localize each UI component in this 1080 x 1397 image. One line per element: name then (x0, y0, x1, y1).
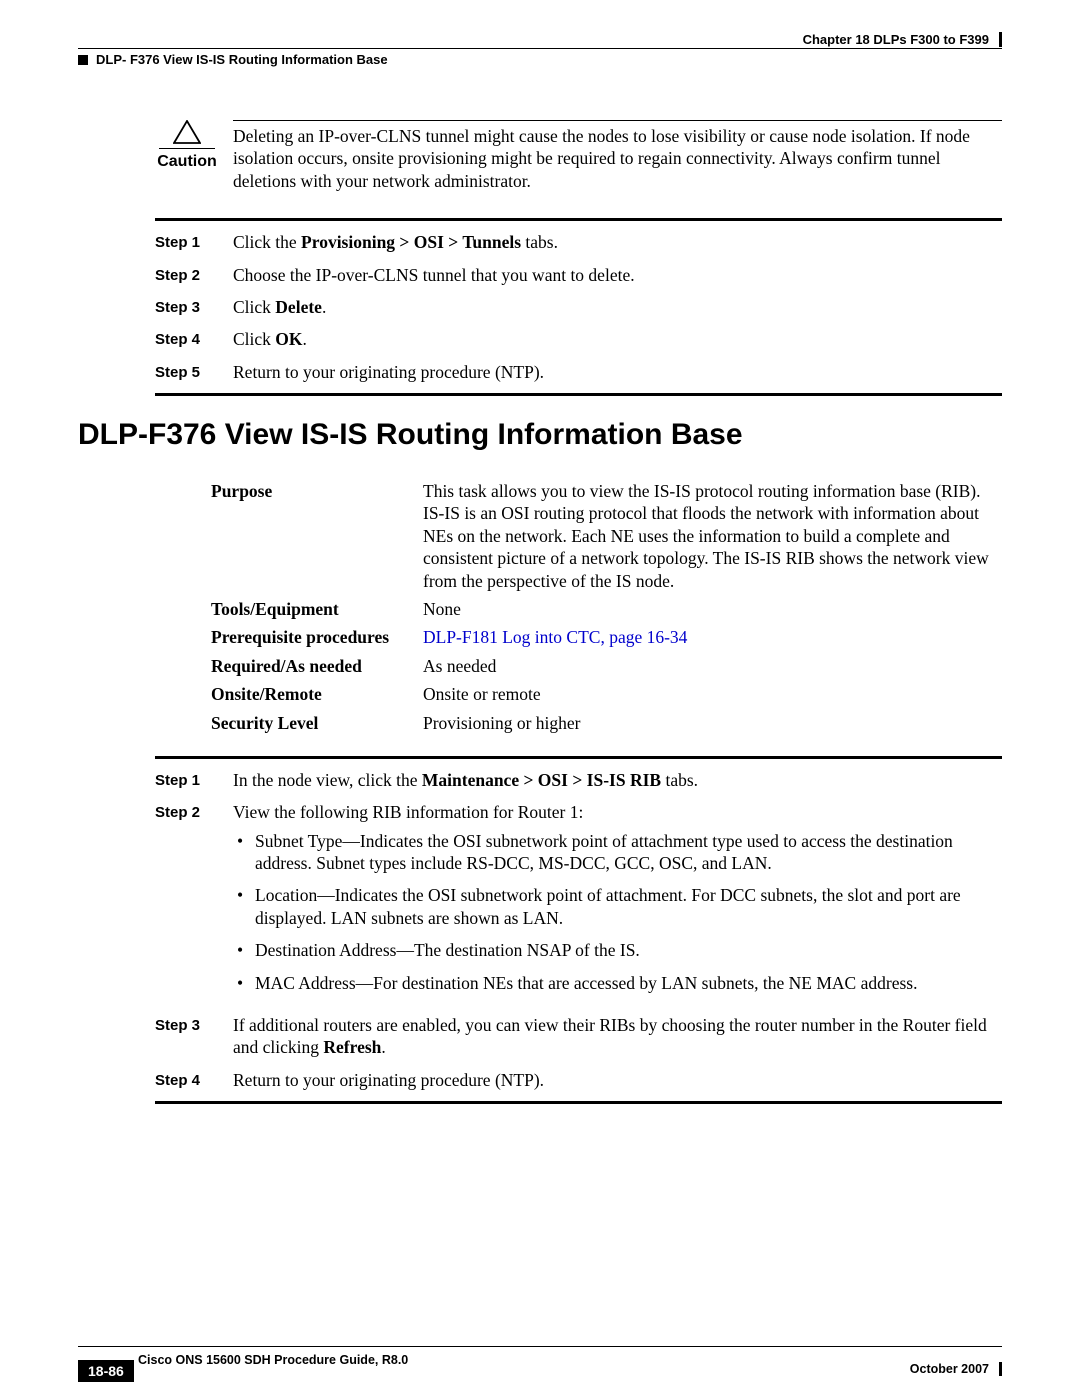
bullet-list: Subnet Type—Indicates the OSI subnetwork… (233, 830, 1002, 994)
step-label: Step 4 (155, 1069, 219, 1091)
footer-guide-title: Cisco ONS 15600 SDH Procedure Guide, R8.… (138, 1353, 408, 1367)
tools-label: Tools/Equipment (211, 598, 423, 620)
step-row: Step 4 Click OK. (155, 328, 1002, 350)
prereq-label: Prerequisite procedures (211, 626, 423, 648)
page-footer: Cisco ONS 15600 SDH Procedure Guide, R8.… (78, 1346, 1002, 1367)
purpose-table: Purpose This task allows you to view the… (155, 480, 1002, 734)
step-row: Step 5 Return to your originating procedu… (155, 361, 1002, 383)
caution-label: Caution (157, 153, 217, 171)
step-text: View the following RIB information for R… (233, 801, 1002, 1004)
bullet-item: MAC Address—For destination NEs that are… (255, 972, 1002, 994)
step-text: Click the Provisioning > OSI > Tunnels t… (233, 231, 1002, 253)
step-row: Step 1 In the node view, click the Maint… (155, 769, 1002, 791)
step-row: Step 2 View the following RIB informatio… (155, 801, 1002, 1004)
step-label: Step 3 (155, 1014, 219, 1059)
running-head-chapter: Chapter 18 DLPs F300 to F399 (803, 32, 1002, 47)
footer-date: October 2007 (910, 1362, 1002, 1376)
prereq-link[interactable]: DLP-F181 Log into CTC, page 16-34 (423, 627, 687, 647)
step-label: Step 3 (155, 296, 219, 318)
step-row: Step 3 If additional routers are enabled… (155, 1014, 1002, 1059)
step-label: Step 1 (155, 769, 219, 791)
caution-block: Caution Deleting an IP-over-CLNS tunnel … (155, 120, 1002, 192)
step-label: Step 1 (155, 231, 219, 253)
step-text: Click Delete. (233, 296, 1002, 318)
running-head-section: DLP- F376 View IS-IS Routing Information… (78, 52, 388, 67)
step-row: Step 3 Click Delete. (155, 296, 1002, 318)
bullet-item: Destination Address—The destination NSAP… (255, 939, 1002, 961)
step-row: Step 2 Choose the IP-over-CLNS tunnel tha… (155, 264, 1002, 286)
step-label: Step 4 (155, 328, 219, 350)
onsite-value: Onsite or remote (423, 683, 1002, 705)
bullet-item: Location—Indicates the OSI subnetwork po… (255, 884, 1002, 929)
step-text: Choose the IP-over-CLNS tunnel that you … (233, 264, 1002, 286)
section-heading: DLP-F376 View IS-IS Routing Information … (78, 418, 743, 452)
running-head-section-text: DLP- F376 View IS-IS Routing Information… (96, 52, 388, 67)
security-label: Security Level (211, 712, 423, 734)
purpose-label: Purpose (211, 480, 423, 592)
security-value: Provisioning or higher (423, 712, 1002, 734)
step-text: Return to your originating procedure (NT… (233, 361, 1002, 383)
step-text: Return to your originating procedure (NT… (233, 1069, 1002, 1091)
caution-text: Deleting an IP-over-CLNS tunnel might ca… (233, 120, 1002, 192)
rule-before-steps-a (155, 218, 1002, 221)
required-value: As needed (423, 655, 1002, 677)
steps-list-a: Step 1 Click the Provisioning > OSI > Tun… (155, 231, 1002, 383)
step-label: Step 5 (155, 361, 219, 383)
step-label: Step 2 (155, 264, 219, 286)
rule-after-steps-b (155, 1101, 1002, 1104)
purpose-value: This task allows you to view the IS-IS p… (423, 480, 1002, 592)
tools-value: None (423, 598, 1002, 620)
step-row: Step 4 Return to your originating proced… (155, 1069, 1002, 1091)
step-row: Step 1 Click the Provisioning > OSI > Tun… (155, 231, 1002, 253)
header-square-icon (78, 55, 88, 65)
footer-page-number: 18-86 (78, 1360, 134, 1382)
step-text: In the node view, click the Maintenance … (233, 769, 1002, 791)
step-text: If additional routers are enabled, you c… (233, 1014, 1002, 1059)
step-label: Step 2 (155, 801, 219, 1004)
step-text: Click OK. (233, 328, 1002, 350)
caution-triangle-icon (173, 120, 201, 144)
steps-list-b: Step 1 In the node view, click the Maint… (155, 769, 1002, 1091)
onsite-label: Onsite/Remote (211, 683, 423, 705)
required-label: Required/As needed (211, 655, 423, 677)
bullet-item: Subnet Type—Indicates the OSI subnetwork… (255, 830, 1002, 875)
rule-after-steps-a (155, 393, 1002, 396)
header-rule (78, 48, 1002, 49)
rule-before-steps-b (155, 756, 1002, 759)
